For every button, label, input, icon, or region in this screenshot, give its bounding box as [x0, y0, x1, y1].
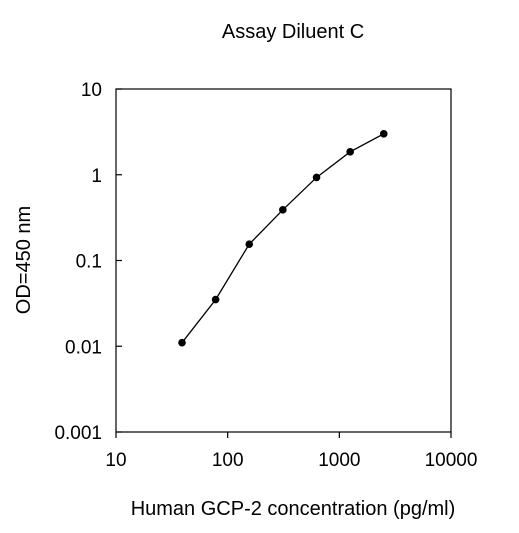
data-series: [178, 130, 388, 347]
y-tick-label: 1: [91, 166, 102, 187]
x-tick-label: 10000: [425, 450, 478, 471]
y-tick-label: 0.1: [76, 252, 102, 273]
x-tick-label: 10: [105, 450, 126, 471]
plot-frame: [115, 88, 452, 433]
data-point: [211, 295, 220, 304]
series-line: [181, 133, 385, 344]
y-tick-label: 0.01: [65, 337, 102, 358]
y-axis-label: OD=450 nm: [13, 206, 35, 314]
x-tick-label: 1000: [318, 450, 360, 471]
data-point: [346, 148, 354, 156]
data-point: [279, 206, 287, 214]
chart-title: Assay Diluent C: [222, 21, 364, 43]
x-tick-label: 100: [212, 450, 244, 471]
x-axis-ticks: 10 100 1000 10000: [105, 432, 477, 471]
data-point: [312, 173, 321, 182]
data-point: [379, 130, 388, 138]
y-tick-label: 10: [81, 80, 102, 101]
data-point: [245, 240, 254, 248]
y-tick-label: 0.001: [54, 423, 102, 444]
x-axis-label: Human GCP-2 concentration (pg/ml): [131, 498, 456, 520]
data-point: [178, 338, 186, 347]
y-axis-ticks: 0.001 0.01 0.1 1 10: [54, 80, 122, 444]
